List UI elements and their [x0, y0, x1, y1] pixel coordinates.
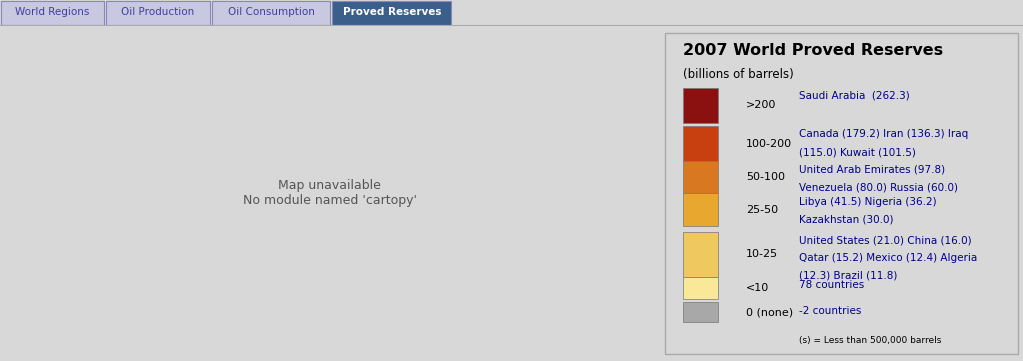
Text: World Regions: World Regions: [15, 8, 90, 17]
Text: Venezuela (80.0) Russia (60.0): Venezuela (80.0) Russia (60.0): [799, 182, 959, 192]
Text: United States (21.0) China (16.0): United States (21.0) China (16.0): [799, 235, 972, 245]
Text: Kazakhstan (30.0): Kazakhstan (30.0): [799, 214, 893, 224]
Text: <10: <10: [746, 283, 769, 293]
Bar: [682, 277, 718, 299]
Bar: [332, 1, 451, 25]
Text: 0 (none): 0 (none): [746, 307, 793, 317]
Bar: [212, 1, 330, 25]
Text: Oil Production: Oil Production: [122, 8, 194, 17]
Text: 100-200: 100-200: [746, 139, 792, 149]
Bar: [1, 1, 104, 25]
Text: (billions of barrels): (billions of barrels): [682, 69, 794, 82]
Text: 2007 World Proved Reserves: 2007 World Proved Reserves: [682, 43, 943, 58]
Text: Proved Reserves: Proved Reserves: [343, 8, 441, 17]
Text: (12.3) Brazil (11.8): (12.3) Brazil (11.8): [799, 270, 897, 280]
Text: United Arab Emirates (97.8): United Arab Emirates (97.8): [799, 165, 945, 175]
Text: -2 countries: -2 countries: [799, 306, 861, 316]
Text: Qatar (15.2) Mexico (12.4) Algeria: Qatar (15.2) Mexico (12.4) Algeria: [799, 253, 977, 263]
Text: 10-25: 10-25: [746, 249, 779, 260]
Bar: [682, 193, 718, 226]
Text: Saudi Arabia  (262.3): Saudi Arabia (262.3): [799, 91, 909, 101]
Bar: [682, 303, 718, 322]
Bar: [106, 1, 210, 25]
Text: (115.0) Kuwait (101.5): (115.0) Kuwait (101.5): [799, 147, 916, 157]
Bar: [682, 232, 718, 277]
Text: Canada (179.2) Iran (136.3) Iraq: Canada (179.2) Iran (136.3) Iraq: [799, 129, 969, 139]
Text: Oil Consumption: Oil Consumption: [228, 8, 314, 17]
Text: 50-100: 50-100: [746, 173, 785, 182]
Bar: [682, 88, 718, 123]
Bar: [682, 126, 718, 161]
Text: 78 countries: 78 countries: [799, 280, 864, 290]
Text: 25-50: 25-50: [746, 205, 779, 214]
Bar: [682, 161, 718, 193]
Text: Map unavailable
No module named 'cartopy': Map unavailable No module named 'cartopy…: [242, 179, 417, 208]
Text: (s) = Less than 500,000 barrels: (s) = Less than 500,000 barrels: [799, 336, 941, 345]
Text: >200: >200: [746, 100, 776, 110]
Text: Libya (41.5) Nigeria (36.2): Libya (41.5) Nigeria (36.2): [799, 197, 937, 207]
